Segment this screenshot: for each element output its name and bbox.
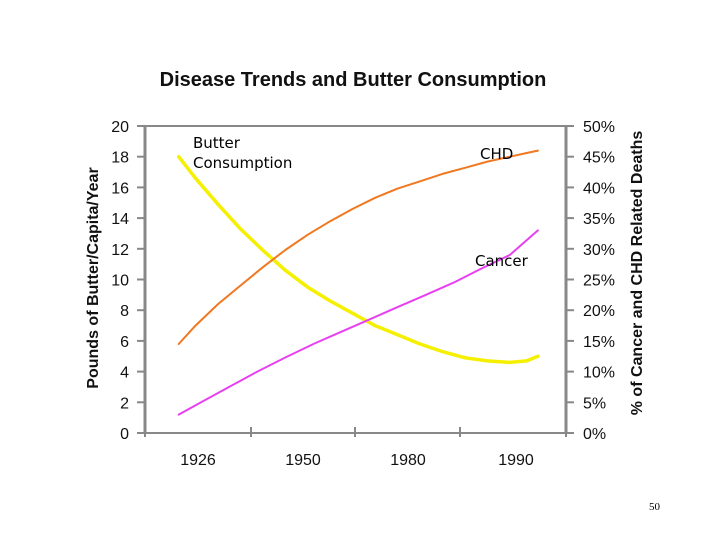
left-tick-label: 8 [120, 303, 129, 320]
right-tick-label: 30% [583, 242, 615, 259]
right-tick-label: 5% [583, 395, 606, 412]
series-line-chd [177, 149, 539, 345]
x-tick-label: 1990 [498, 452, 534, 469]
left-y-axis-label: Pounds of Butter/Capita/Year [85, 167, 102, 388]
left-tick-label: 10 [111, 273, 129, 290]
left-y-ticks: 0 2 4 6 8 10 12 14 16 18 20 [111, 119, 145, 443]
left-tick-label: 20 [111, 119, 129, 136]
series-line-cancer [177, 229, 539, 416]
right-tick-label: 50% [583, 119, 615, 136]
right-tick-label: 20% [583, 303, 615, 320]
right-y-ticks: 0% 5% 10% 15% 20% 25% 30% 35% 40% 45% 50% [566, 119, 615, 443]
left-tick-label: 16 [111, 180, 129, 197]
right-tick-label: 40% [583, 180, 615, 197]
right-tick-label: 35% [583, 211, 615, 228]
annotation-chd: CHD [480, 145, 513, 163]
annotation-butter-line2: Consumption [193, 154, 292, 172]
annotation-cancer: Cancer [475, 252, 529, 270]
right-y-axis-label: % of Cancer and CHD Related Deaths [629, 131, 646, 416]
x-tick-label: 1926 [180, 452, 216, 469]
chart-title: Disease Trends and Butter Consumption [160, 69, 547, 91]
right-tick-label: 0% [583, 426, 606, 443]
left-tick-label: 6 [120, 334, 129, 351]
x-ticks: 1926 1950 1980 1990 [144, 427, 567, 469]
left-tick-label: 14 [111, 211, 129, 228]
left-tick-label: 2 [120, 395, 129, 412]
left-tick-label: 18 [111, 150, 129, 167]
x-tick-label: 1950 [285, 452, 321, 469]
right-tick-label: 10% [583, 365, 615, 382]
right-tick-label: 45% [583, 150, 615, 167]
series-line-butter-consumption [176, 154, 540, 365]
left-tick-label: 12 [111, 242, 129, 259]
left-tick-label: 0 [120, 426, 129, 443]
x-tick-label: 1980 [390, 452, 426, 469]
right-tick-label: 15% [583, 334, 615, 351]
series-lines [176, 149, 540, 416]
left-tick-label: 4 [120, 365, 129, 382]
annotation-butter-line1: Butter [193, 134, 241, 152]
slide-number: 50 [649, 501, 661, 513]
right-tick-label: 25% [583, 273, 615, 290]
